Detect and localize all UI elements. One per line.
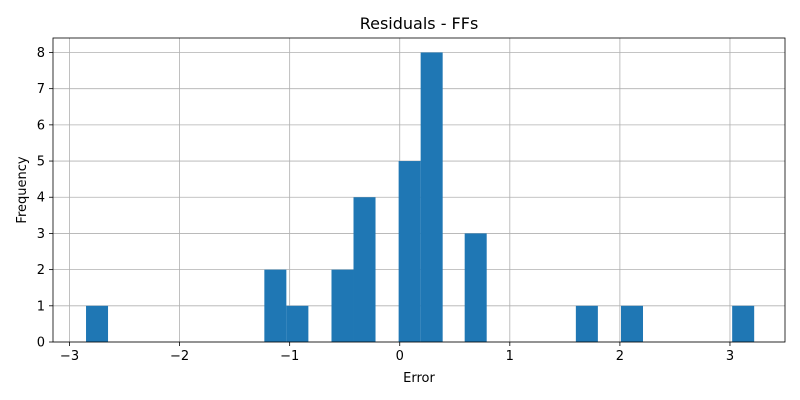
histogram-bars [86, 52, 755, 342]
x-axis-label: Error [403, 371, 435, 386]
y-tick-label: 6 [37, 118, 45, 133]
y-tick-label: 3 [37, 227, 45, 242]
y-axis-label: Frequency [15, 156, 30, 223]
y-axis-ticks: 0 1 2 3 4 5 6 7 8 [37, 46, 53, 351]
y-tick-label: 2 [37, 263, 45, 278]
x-tick-label: −1 [280, 349, 299, 364]
chart-title: Residuals - FFs [360, 14, 479, 33]
y-tick-label: 4 [37, 191, 45, 206]
x-tick-label: −3 [60, 349, 79, 364]
histogram-bar [398, 161, 421, 342]
histogram-bar [464, 233, 487, 342]
y-tick-label: 5 [37, 155, 45, 170]
y-tick-label: 8 [37, 46, 45, 61]
y-tick-label: 0 [37, 336, 45, 351]
x-tick-label: 3 [726, 349, 734, 364]
histogram-bar [86, 305, 109, 342]
x-tick-label: 0 [396, 349, 404, 364]
histogram-bar [420, 52, 443, 342]
histogram-bar [264, 269, 287, 342]
histogram-bar [620, 305, 644, 342]
histogram-bar [286, 305, 309, 342]
histogram-bar [575, 305, 598, 342]
histogram-bar [331, 269, 354, 342]
x-tick-label: −2 [170, 349, 189, 364]
y-tick-label: 7 [37, 82, 45, 97]
x-axis-ticks: −3 −2 −1 0 1 2 3 [60, 342, 734, 364]
x-tick-label: 2 [616, 349, 624, 364]
plot-frame [52, 37, 786, 343]
x-tick-label: 1 [506, 349, 514, 364]
y-tick-label: 1 [37, 299, 45, 314]
histogram-bar [353, 197, 376, 342]
histogram-bar [732, 305, 755, 342]
